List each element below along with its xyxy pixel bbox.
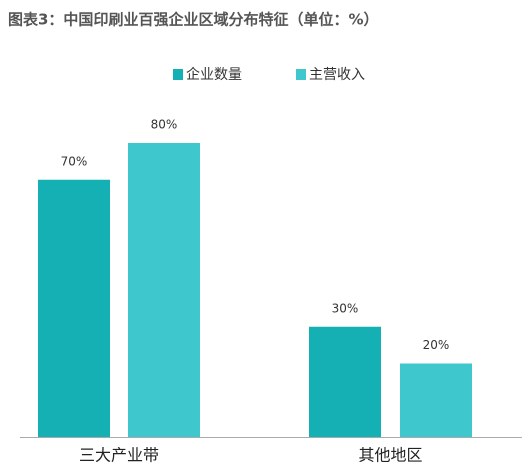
bar — [400, 363, 472, 437]
chart-title: 图表3：中国印刷业百强企业区域分布特征（单位：%） — [8, 11, 378, 29]
legend-text: 企业数量 — [186, 66, 242, 83]
x-tick-label: 其他地区 — [358, 446, 422, 465]
bar — [128, 143, 200, 437]
legend-text: 主营收入 — [309, 67, 365, 83]
bar — [38, 179, 110, 437]
value-label: 20% — [423, 338, 450, 352]
legend-swatch — [296, 69, 306, 80]
legend-swatch — [173, 69, 183, 80]
value-label: 80% — [151, 118, 178, 132]
bar — [309, 326, 381, 437]
value-label: 70% — [61, 154, 88, 168]
x-tick-label: 三大产业带 — [79, 446, 159, 465]
value-label: 30% — [332, 301, 359, 315]
